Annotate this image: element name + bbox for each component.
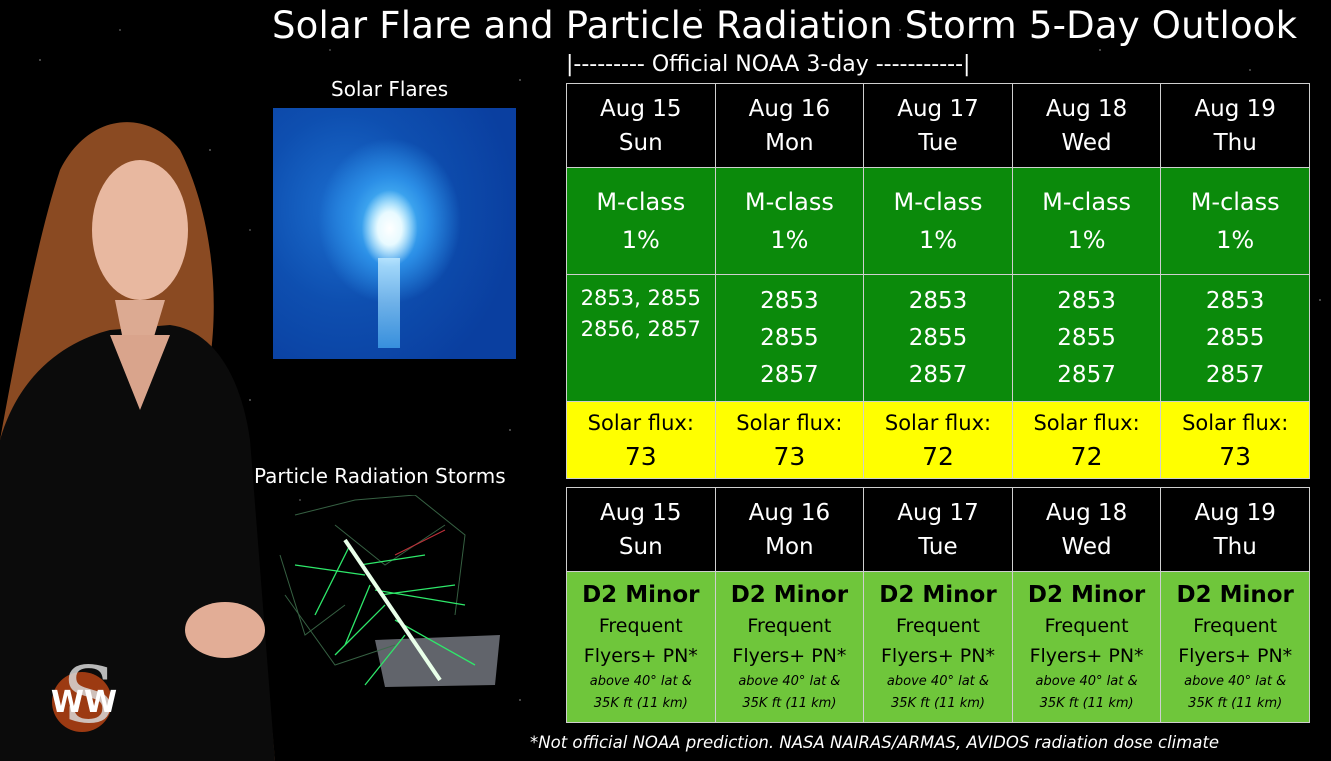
mclass-cell: M-class 1% <box>1160 167 1310 275</box>
storm-cell: D2 Minor Frequent Flyers+ PN* above 40° … <box>714 571 865 723</box>
storm-day-row: Aug 15 Sun Aug 16 Mon Aug 17 Tue Aug 18 Wed … <box>566 487 1310 572</box>
day-cell: Aug 19 Thu <box>1160 83 1310 168</box>
svg-text:S: S <box>62 660 115 741</box>
mclass-probability-row: M-class 1% M-class 1% M-class 1% M-class 1% … <box>566 167 1310 275</box>
regions-cell: 2853 2855 2857 <box>714 274 865 402</box>
regions-cell: 2853 2855 2857 <box>863 274 1013 402</box>
day-cell: Aug 18 Wed <box>1011 83 1162 168</box>
flux-cell: Solar flux: 72 <box>1011 401 1162 479</box>
solar-flux-row: Solar flux: 73 Solar flux: 73 Solar flux: 7… <box>566 401 1310 479</box>
day-cell: Aug 17 Tue <box>863 83 1013 168</box>
day-cell: Aug 15 Sun <box>566 83 716 168</box>
storm-level-row: D2 Minor Frequent Flyers+ PN* above 40° … <box>566 571 1310 723</box>
day-cell: Aug 18 Wed <box>1011 487 1162 572</box>
footnote: *Not official NOAA prediction. NASA NAIR… <box>530 733 1220 752</box>
mclass-cell: M-class 1% <box>566 167 716 275</box>
day-cell: Aug 16 Mon <box>714 487 865 572</box>
presenter-figure <box>0 122 275 761</box>
particle-storms-label: Particle Radiation Storms <box>254 464 506 488</box>
flux-cell: Solar flux: 73 <box>714 401 865 479</box>
solar-flares-label: Solar Flares <box>331 77 449 101</box>
noaa-3day-label: |--------- Official NOAA 3-day ---------… <box>566 52 971 77</box>
flare-day-row: Aug 15 Sun Aug 16 Mon Aug 17 Tue Aug 18 Wed … <box>566 83 1310 168</box>
day-cell: Aug 16 Mon <box>714 83 865 168</box>
day-cell: Aug 17 Tue <box>863 487 1013 572</box>
flux-cell: Solar flux: 73 <box>1160 401 1310 479</box>
regions-cell: 2853 2855 2857 <box>1160 274 1310 402</box>
space-weather-woman-logo: S WW <box>51 660 117 741</box>
regions-cell: 2853 2855 2857 <box>1011 274 1162 402</box>
active-regions-row: 2853, 2855 2856, 2857 2853 2855 2857 2853 28… <box>566 274 1310 402</box>
day-cell: Aug 15 Sun <box>566 487 716 572</box>
day-cell: Aug 19 Thu <box>1160 487 1310 572</box>
mclass-cell: M-class 1% <box>863 167 1013 275</box>
svg-text:WW: WW <box>51 685 117 720</box>
flux-cell: Solar flux: 73 <box>566 401 716 479</box>
flare-outlook-table: Aug 15 Sun Aug 16 Mon Aug 17 Tue Aug 18 Wed … <box>566 83 1310 479</box>
mclass-cell: M-class 1% <box>1011 167 1162 275</box>
particle-shower-image <box>279 495 500 687</box>
solar-flare-image <box>273 108 516 359</box>
page-title: Solar Flare and Particle Radiation Storm… <box>272 4 1298 47</box>
flux-cell: Solar flux: 72 <box>863 401 1013 479</box>
radiation-storm-table: Aug 15 Sun Aug 16 Mon Aug 17 Tue Aug 18 Wed … <box>566 487 1310 723</box>
mclass-cell: M-class 1% <box>714 167 865 275</box>
storm-cell: D2 Minor Frequent Flyers+ PN* above 40° … <box>1011 571 1162 723</box>
storm-cell: D2 Minor Frequent Flyers+ PN* above 40° … <box>863 571 1013 723</box>
storm-cell: D2 Minor Frequent Flyers+ PN* above 40° … <box>1160 571 1310 723</box>
regions-cell: 2853, 2855 2856, 2857 <box>566 274 716 402</box>
storm-cell: D2 Minor Frequent Flyers+ PN* above 40° … <box>566 571 716 723</box>
